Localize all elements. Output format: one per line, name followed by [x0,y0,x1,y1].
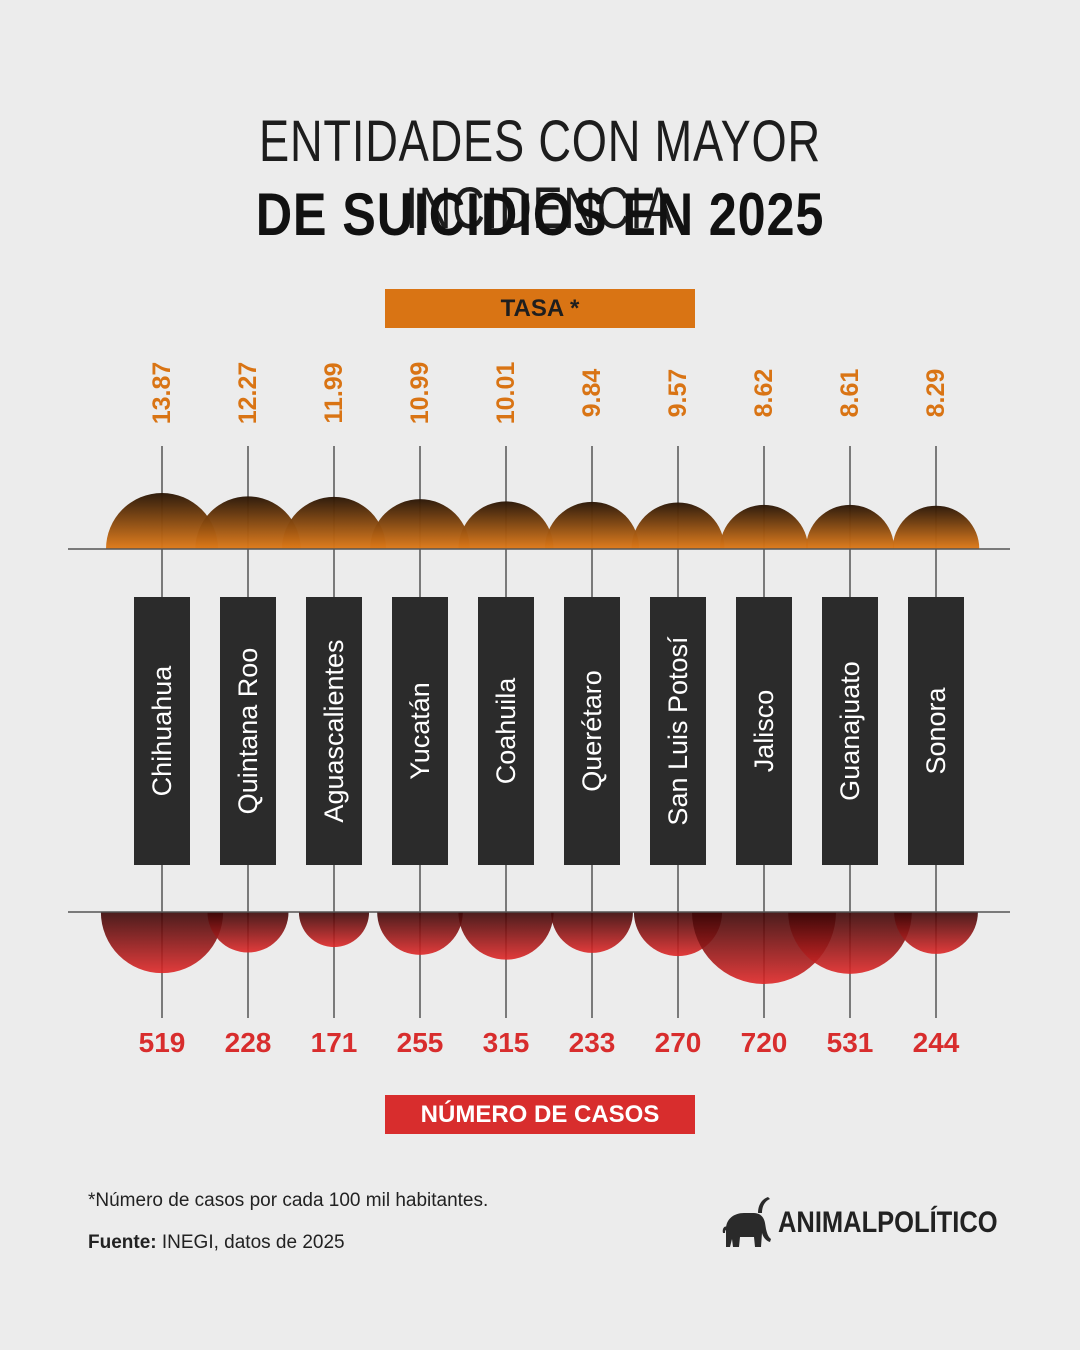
state-box [822,597,878,865]
cases-value-label: 244 [913,1027,960,1058]
rate-value-label: 8.29 [922,369,950,418]
rate-legend-label: TASA * [385,289,695,328]
state-box [478,597,534,865]
cases-value-label: 720 [741,1027,788,1058]
rate-value-label: 10.01 [492,362,520,425]
case-bubbles [100,912,978,984]
state-box [392,597,448,865]
rate-bubble [631,502,725,549]
state-box [564,597,620,865]
state-label: Jalisco [749,690,779,773]
state-label: Quintana Roo [233,648,263,815]
state-label: San Luis Potosí [663,636,693,826]
elephant-icon [722,1197,771,1247]
state-box [908,597,964,865]
case-bubble [100,912,224,974]
rate-value-label: 9.57 [664,369,692,418]
cases-value-label: 270 [655,1027,702,1058]
rate-value-label: 8.62 [750,369,778,418]
rate-value-label: 8.61 [836,369,864,418]
chart-title-line2: DE SUICIDIOS EN 2025 [255,181,825,248]
cases-value-label: 531 [827,1027,874,1058]
state-label: Guanajuato [835,661,865,801]
rate-bubble [458,501,554,549]
rate-bubble [719,504,809,549]
cases-legend-label: NÚMERO DE CASOS [385,1095,695,1134]
state-box [650,597,706,865]
state-label: Yucatán [405,682,435,780]
baselines [68,548,1010,913]
case-bubble [894,912,978,954]
cases-value-label: 519 [139,1027,186,1058]
cases-value-label: 255 [397,1027,444,1058]
cases-value-label: 171 [311,1027,358,1058]
rate-value-label: 12.27 [234,362,262,425]
rate-bubble [805,504,895,549]
rate-value-label: 10.99 [406,362,434,425]
case-bubble [377,912,463,955]
cases-value-label: 315 [483,1027,530,1058]
case-bubble [788,912,912,974]
brand-name: ANIMALPOLÍTICO [778,1206,998,1239]
footnote: *Número de casos por cada 100 mil habita… [88,1190,489,1211]
case-bubble [207,912,289,953]
rate-bubble [195,496,301,549]
brand-logo: ANIMALPOLÍTICO [720,1193,1036,1253]
state-label: Sonora [921,686,951,774]
rate-bubble [106,493,218,549]
source-text: INEGI, datos de 2025 [156,1232,345,1253]
rate-bubble [281,496,387,549]
state-label: Aguascalientes [319,639,349,822]
cases-value-label: 228 [225,1027,272,1058]
state-label: Querétaro [577,670,607,792]
rate-bubble [544,501,640,549]
state-box [220,597,276,865]
case-bubble [298,912,370,948]
state-box [306,597,362,865]
source: Fuente: INEGI, datos de 2025 [88,1232,345,1254]
state-box [736,597,792,865]
state-label: Chihuahua [147,665,177,797]
rate-value-label: 9.84 [578,369,606,418]
rate-value-label: 11.99 [320,362,348,423]
rate-value-label: 13.87 [148,362,176,425]
case-bubble [551,912,633,953]
rate-bubble [892,505,980,549]
state-label: Coahuila [491,677,521,785]
rate-bubble [370,499,470,549]
cases-value-label: 233 [569,1027,616,1058]
source-label: Fuente: [88,1232,157,1253]
chart-title-line1: ENTIDADES CON MAYOR INCIDENCIA [259,109,821,241]
value-labels: 13.87 12.27 11.99 10.99 10.01 9.84 9.57 8.62 8.6… [139,362,960,1058]
state-boxes: Chihuahua Quintana Roo Aguascalientes Yucat… [134,597,964,865]
state-box [134,597,190,865]
case-bubble [458,912,554,960]
rate-bubbles [106,493,980,549]
